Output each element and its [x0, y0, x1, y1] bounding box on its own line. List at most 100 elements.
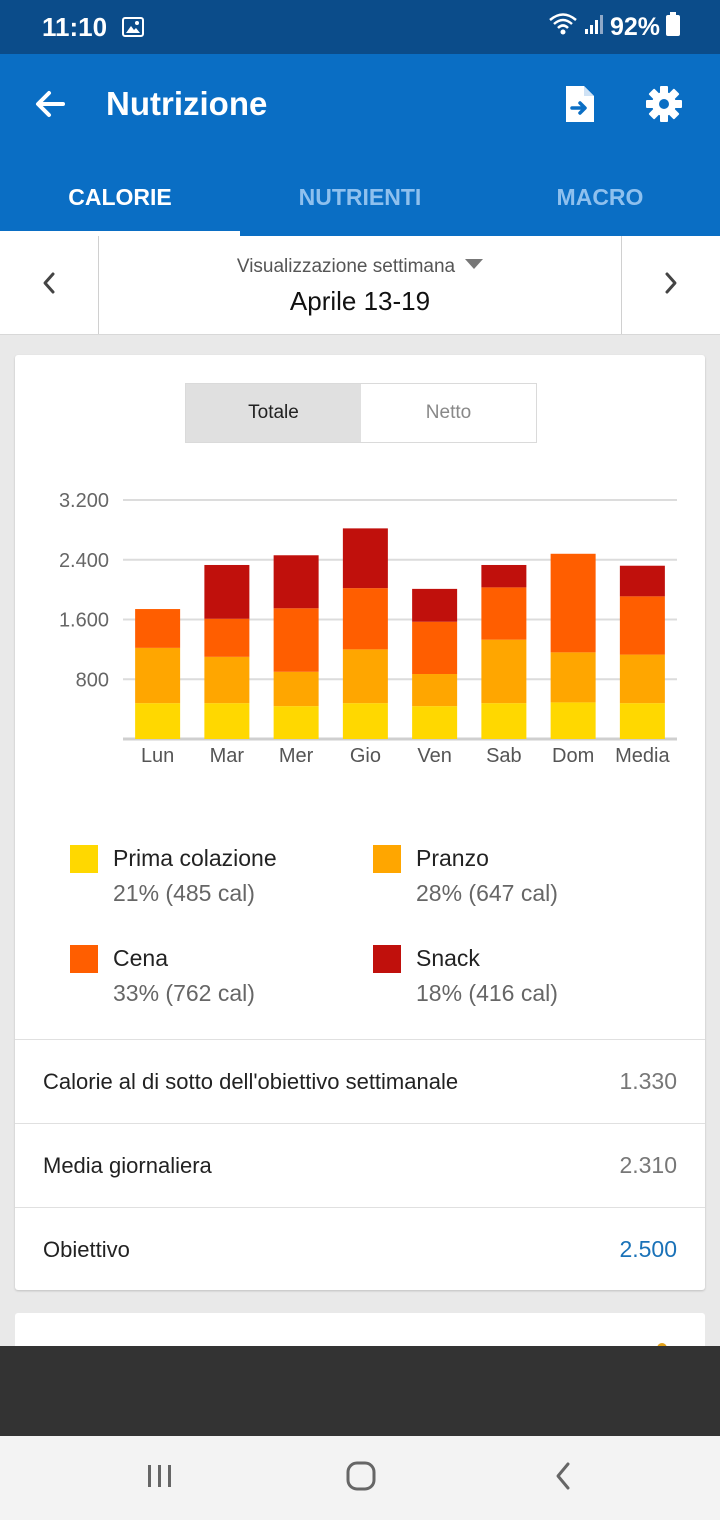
week-selector: Visualizzazione settimana Aprile 13-19	[0, 236, 720, 335]
y-tick-label: 3.200	[59, 490, 109, 512]
stat-row-daily-average: Media giornaliera 2.310	[15, 1123, 705, 1207]
tab-macro[interactable]: MACRO	[556, 184, 644, 210]
legend-percent: 18% (416 cal)	[416, 980, 558, 1006]
tab-nutrienti[interactable]: NUTRIENTI	[298, 184, 422, 210]
system-navigation-bar	[0, 1436, 720, 1520]
bar-segment-prima-colazione	[273, 706, 319, 739]
legend-swatch	[70, 845, 98, 873]
stat-row-below-goal: Calorie al di sotto dell'obiettivo setti…	[15, 1039, 705, 1123]
bar-segment-cena	[412, 621, 458, 675]
home-icon	[345, 1460, 377, 1497]
bar-segment-pranzo	[412, 674, 458, 707]
toggle-netto[interactable]: Netto	[425, 402, 472, 423]
y-tick-label: 2.400	[59, 550, 109, 572]
x-tick-label: Mer	[279, 745, 314, 767]
stat-row-goal[interactable]: Obiettivo 2.500	[15, 1207, 705, 1291]
weekly-calorie-chart: 3.200 2.400 1.600 800 Lun Mar Mer Gio Ven Sab Dom M…	[59, 490, 677, 767]
bar-segment-pranzo	[481, 639, 527, 704]
export-file-icon[interactable]	[562, 84, 598, 129]
bar-segment-cena	[481, 587, 527, 640]
bar-segment-snack	[412, 588, 458, 622]
week-view-dropdown[interactable]: Visualizzazione settimana Aprile 13-19	[100, 236, 620, 334]
signal-icon	[584, 13, 604, 42]
page-title: Nutrizione	[106, 85, 268, 122]
system-back-icon	[553, 1461, 573, 1496]
total-net-toggle: Totale Netto	[185, 383, 537, 443]
x-tick-label: Ven	[417, 745, 451, 767]
week-range: Aprile 13-19	[289, 286, 431, 316]
system-back-button[interactable]	[533, 1456, 593, 1500]
bar-segment-prima-colazione	[135, 703, 181, 739]
legend-name: Pranzo	[416, 845, 489, 871]
legend-percent: 28% (647 cal)	[416, 880, 558, 906]
image-notification-icon	[122, 17, 144, 42]
legend-name: Cena	[113, 945, 168, 971]
legend-swatch	[70, 945, 98, 973]
legend-percent: 21% (485 cal)	[113, 880, 255, 906]
stat-label: Calorie al di sotto dell'obiettivo setti…	[43, 1069, 459, 1094]
bar-segment-snack	[204, 564, 250, 619]
bar-segment-cena	[135, 609, 181, 648]
bar-segment-cena	[550, 553, 596, 653]
toggle-totale[interactable]: Totale	[186, 384, 361, 442]
bar-segment-cena	[273, 608, 319, 672]
bar-segment-prima-colazione	[619, 703, 665, 739]
legend-swatch	[373, 845, 401, 873]
back-arrow-icon[interactable]	[30, 84, 70, 129]
chevron-left-icon	[39, 270, 59, 301]
bar-segment-cena	[619, 596, 665, 655]
previous-week-button[interactable]	[0, 236, 99, 334]
wifi-icon	[548, 12, 578, 43]
bar-segment-snack	[273, 555, 319, 609]
bar-segment-pranzo	[619, 654, 665, 704]
status-bar: 11:10 92%	[0, 0, 720, 54]
gear-icon[interactable]	[644, 84, 684, 129]
bar-segment-prima-colazione	[481, 703, 527, 739]
recent-apps-icon	[145, 1463, 175, 1494]
x-tick-label: Sab	[486, 745, 522, 767]
home-button[interactable]	[331, 1456, 391, 1500]
bar-segment-prima-colazione	[550, 702, 596, 739]
stat-label: Media giornaliera	[43, 1153, 212, 1178]
dropdown-caret-icon	[465, 259, 484, 269]
battery-icon	[666, 12, 680, 43]
tab-calorie[interactable]: CALORIE	[0, 162, 240, 236]
bar-segment-prima-colazione	[204, 703, 250, 739]
bar-segment-pranzo	[204, 656, 250, 704]
y-tick-label: 1.600	[59, 610, 109, 632]
x-tick-label: Gio	[350, 745, 381, 767]
recent-apps-button[interactable]	[130, 1456, 190, 1500]
bar-segment-pranzo	[342, 649, 388, 704]
status-time: 11:10	[42, 12, 108, 42]
x-tick-label: Mar	[210, 745, 245, 767]
legend-swatch	[373, 945, 401, 973]
next-week-button[interactable]	[621, 236, 720, 334]
tab-bar: CALORIE NUTRIENTI MACRO	[0, 162, 720, 236]
bar-segment-snack	[481, 564, 527, 588]
bar-segment-cena	[342, 588, 388, 650]
legend-percent: 33% (762 cal)	[113, 980, 255, 1006]
bar-segment-pranzo	[273, 671, 319, 707]
goal-value-link[interactable]: 2.500	[619, 1236, 677, 1262]
bar-segment-pranzo	[550, 652, 596, 703]
bar-segment-snack	[619, 565, 665, 597]
stat-value: 1.330	[619, 1068, 677, 1094]
app-bar: Nutrizione CALORIE NUTRIENTI MACRO	[0, 54, 720, 236]
stat-value: 2.310	[619, 1152, 677, 1178]
chevron-right-icon	[661, 270, 681, 301]
legend-name: Prima colazione	[113, 845, 277, 871]
calorie-stats: Calorie al di sotto dell'obiettivo setti…	[15, 1039, 705, 1291]
legend-name: Snack	[416, 945, 480, 971]
x-tick-label: Dom	[552, 745, 594, 767]
bar-segment-cena	[204, 618, 250, 657]
calorie-summary-card: Totale Netto 3.200 2.400 1.600 800 Lun Mar Mer…	[15, 355, 705, 1290]
bar-segment-snack	[342, 528, 388, 589]
x-tick-label: Media	[615, 745, 670, 767]
view-mode-label: Visualizzazione settimana	[236, 256, 456, 277]
y-tick-label: 800	[76, 669, 109, 691]
battery-percent: 92%	[609, 13, 660, 41]
bar-segment-prima-colazione	[342, 703, 388, 739]
x-tick-label: Lun	[141, 745, 174, 767]
stat-label: Obiettivo	[43, 1237, 130, 1262]
bar-segment-pranzo	[135, 647, 181, 704]
